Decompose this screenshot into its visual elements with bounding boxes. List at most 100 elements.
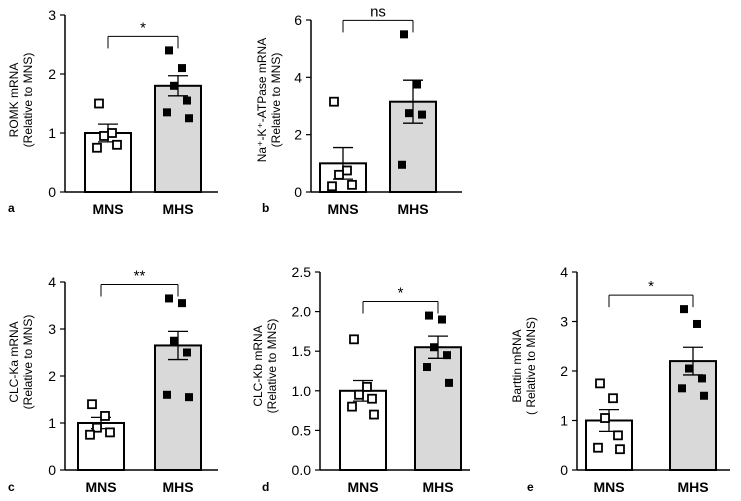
- panel-d: 0.0 0.5 1.0 1.5 2.0 2.5 CLC-Kb mRNA(Relative t…: [251, 264, 470, 495]
- y-tick-label: 1.0: [292, 383, 312, 399]
- data-point-mhs: [183, 348, 191, 357]
- y-axis-label-line1: Barttin mRNA: [510, 329, 524, 402]
- y-tick-label: 6: [294, 12, 302, 28]
- data-point-mns: [354, 389, 364, 400]
- y-axis-label-line2: (Relative to MNS): [269, 53, 283, 148]
- data-point-mns: [99, 131, 109, 141]
- y-tick-label: 2.0: [292, 304, 312, 320]
- y-tick-label: 3: [48, 7, 56, 23]
- y-tick-label: 0: [294, 184, 302, 200]
- category-label-mns: MNS: [327, 201, 358, 217]
- bar-mhs: [414, 346, 462, 471]
- data-point-mhs: [680, 305, 688, 314]
- data-point-mns: [595, 378, 605, 389]
- data-point-mhs: [185, 393, 193, 402]
- category-label-mns: MNS: [85, 479, 116, 495]
- data-point-mns: [608, 393, 618, 404]
- data-point-mns: [105, 427, 115, 438]
- category-label-mhs: MHS: [422, 479, 453, 495]
- y-tick-label: 0: [48, 184, 56, 200]
- data-point-mns: [92, 142, 102, 153]
- category-label-mns: MNS: [347, 479, 378, 495]
- data-point-mhs: [398, 160, 406, 169]
- y-tick-label: 3: [48, 321, 56, 337]
- data-point-mhs: [163, 390, 171, 399]
- bar-mhs: [154, 84, 202, 193]
- data-point-mns: [112, 139, 122, 150]
- y-tick-label: 2.5: [292, 264, 312, 280]
- data-point-mns: [613, 430, 623, 441]
- data-point-mns: [334, 169, 344, 180]
- data-point-mns: [349, 334, 359, 345]
- bar-mhs: [154, 344, 202, 472]
- y-tick-label: 1.5: [292, 343, 312, 359]
- panel-letter: b: [262, 201, 269, 215]
- y-tick-label: 4: [48, 274, 56, 290]
- y-axis-label-line1: CLC-Ka mRNA: [7, 321, 21, 402]
- y-tick-label: 0: [560, 462, 568, 478]
- data-point-mns: [327, 181, 337, 192]
- y-tick-label: 1: [560, 413, 568, 429]
- data-point-mhs: [170, 336, 178, 345]
- y-tick-label: 2: [294, 127, 302, 143]
- y-tick-label: 2: [560, 363, 568, 379]
- data-point-mns: [362, 381, 372, 392]
- data-point-mhs: [163, 108, 171, 117]
- y-axis-label: Na⁺-K⁺-ATPase mRNA(Relative to MNS): [255, 38, 283, 162]
- y-axis-label-line2: (Relative to MNS): [265, 319, 279, 414]
- data-point-mhs: [400, 30, 408, 39]
- data-point-mhs: [170, 81, 178, 90]
- panel-b: 0 2 4 6 Na⁺-K⁺-ATPase mRNA(Relative to MNS) M…: [255, 3, 462, 217]
- y-axis-label: Barttin mRNA( Relative to MNS): [510, 317, 538, 415]
- significance-label: *: [648, 278, 654, 295]
- panel-letter: e: [527, 480, 534, 494]
- data-point-mns: [342, 165, 352, 176]
- data-point-mns: [369, 409, 379, 420]
- data-point-mhs: [685, 364, 693, 373]
- panel-letter: a: [8, 201, 15, 215]
- data-point-mhs: [430, 343, 438, 352]
- y-tick-label: 1: [48, 415, 56, 431]
- data-point-mhs: [678, 384, 686, 393]
- bar-mhs: [669, 360, 717, 472]
- y-axis-label-line2: (Relative to MNS): [21, 53, 35, 148]
- y-tick-label: 0.0: [292, 462, 312, 478]
- data-point-mhs: [423, 363, 431, 372]
- panel-letter: c: [8, 480, 15, 494]
- category-label-mhs: MHS: [162, 479, 193, 495]
- data-point-mns: [593, 442, 603, 453]
- y-tick-label: 4: [560, 264, 568, 280]
- significance-label: *: [140, 19, 146, 36]
- data-point-mhs: [443, 351, 451, 360]
- panel-c: 0 1 2 3 4 CLC-Ka mRNA(Relative to MNS) MNS MHS *…: [7, 267, 218, 495]
- panel-a: 0 1 2 3 ROMK mRNA(Relative to MNS) MNS MHS * a: [7, 7, 218, 217]
- y-axis-label-line1: CLC-Kb mRNA: [251, 325, 265, 406]
- data-point-mns: [347, 401, 357, 412]
- y-axis-label: CLC-Ka mRNA(Relative to MNS): [7, 315, 35, 410]
- data-point-mns: [94, 98, 104, 109]
- y-tick-label: 2: [48, 368, 56, 384]
- category-label-mhs: MHS: [677, 479, 708, 495]
- y-tick-label: 0: [48, 462, 56, 478]
- data-point-mns: [347, 179, 357, 190]
- data-point-mhs: [405, 109, 413, 118]
- data-point-mhs: [165, 46, 173, 55]
- y-tick-label: 1: [48, 125, 56, 141]
- data-point-mns: [615, 444, 625, 455]
- y-axis-label-line2: (Relative to MNS): [21, 315, 35, 410]
- data-point-mhs: [178, 64, 186, 73]
- panel-letter: d: [262, 480, 269, 494]
- data-point-mhs: [425, 311, 433, 320]
- y-axis-label: ROMK mRNA(Relative to MNS): [7, 53, 35, 148]
- data-point-mhs: [438, 315, 446, 324]
- data-point-mhs: [700, 391, 708, 400]
- data-point-mns: [107, 128, 117, 138]
- data-point-mns: [92, 422, 102, 433]
- data-point-mhs: [165, 294, 173, 303]
- y-axis-label-line1: ROMK mRNA: [7, 63, 21, 138]
- data-point-mhs: [693, 319, 701, 328]
- data-point-mhs: [418, 110, 426, 119]
- category-label-mhs: MHS: [162, 201, 193, 217]
- y-axis-label-line1: Na⁺-K⁺-ATPase mRNA: [255, 38, 269, 162]
- data-point-mhs: [698, 374, 706, 383]
